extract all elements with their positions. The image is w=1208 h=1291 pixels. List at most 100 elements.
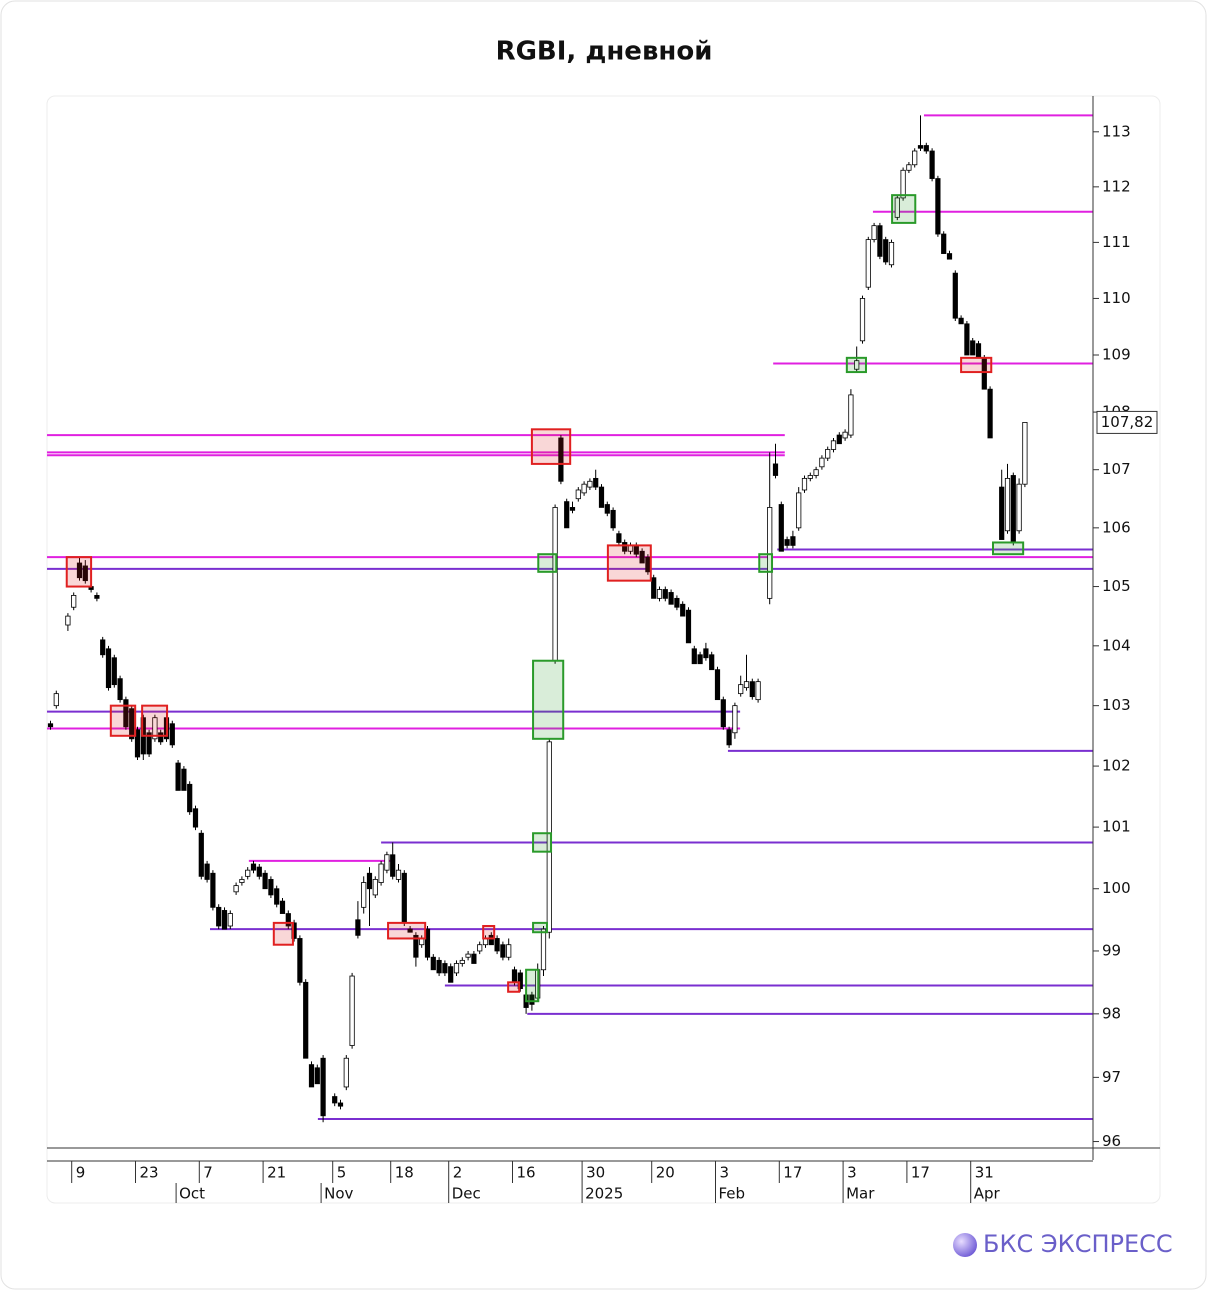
candle-body: [262, 872, 268, 890]
candle-body: [459, 959, 465, 964]
y-tick-label: 111: [1102, 233, 1131, 251]
candle-body: [407, 928, 413, 933]
x-tick-label: 18: [395, 1164, 414, 1182]
candle-body: [877, 225, 883, 257]
candle-body: [656, 589, 663, 599]
candle-body: [703, 648, 709, 659]
x-tick-label: 3: [720, 1164, 730, 1182]
candle-body: [82, 565, 88, 582]
candle-body: [181, 768, 187, 791]
candle-body: [76, 562, 83, 579]
candle-body: [987, 388, 993, 439]
candle-body: [697, 654, 703, 665]
candle-body: [378, 863, 384, 883]
candle-body: [668, 592, 674, 605]
candle-body: [772, 463, 779, 476]
candle-body: [848, 394, 854, 436]
candle-body: [622, 542, 628, 552]
candle-body: [906, 164, 912, 171]
zone: [960, 356, 993, 374]
y-tick-label: 110: [1102, 289, 1131, 307]
zone: [65, 556, 93, 588]
candle-body: [210, 872, 216, 908]
candle-body: [100, 639, 106, 656]
y-tick-label: 112: [1102, 177, 1131, 195]
x-tick-label: 17: [911, 1164, 930, 1182]
y-tick-label: 105: [1102, 577, 1131, 595]
chart-frame: [46, 95, 1161, 1204]
candle-body: [807, 475, 813, 479]
month-label: Mar: [846, 1185, 875, 1203]
y-tick-label: 109: [1102, 346, 1131, 364]
candle-body: [859, 298, 866, 342]
zone: [532, 921, 548, 934]
candle-body: [929, 150, 935, 179]
candle-body: [355, 919, 361, 936]
candle-body: [767, 507, 773, 599]
y-tick-label: 100: [1102, 879, 1131, 897]
candle-body: [801, 477, 808, 491]
zone: [482, 924, 496, 940]
candle-body: [778, 504, 784, 552]
candle-body: [297, 938, 303, 983]
candle-body: [946, 253, 953, 260]
candle-body: [221, 910, 228, 930]
candle-body: [477, 944, 483, 952]
candle-body: [268, 879, 274, 896]
candle-body: [836, 434, 842, 445]
candle-body: [569, 507, 576, 511]
candle-body: [134, 729, 141, 758]
month-label: Apr: [974, 1185, 1001, 1203]
y-tick-label: 104: [1102, 636, 1131, 654]
candle-body: [494, 938, 500, 952]
y-tick-label: 98: [1102, 1004, 1121, 1022]
zone: [109, 704, 137, 737]
zone: [845, 356, 867, 374]
x-tick-label: 5: [337, 1164, 347, 1182]
candle-body: [871, 225, 877, 241]
candle-body: [511, 969, 518, 983]
candle-body: [581, 483, 587, 494]
candle-body: [575, 489, 581, 500]
candle-body: [349, 975, 355, 1046]
candle-body: [372, 879, 378, 896]
candle-body: [146, 732, 152, 755]
candle-body: [888, 241, 895, 266]
candle-body: [239, 879, 245, 883]
candle-body: [529, 994, 535, 1005]
x-tick-label: 21: [267, 1164, 286, 1182]
candle-body: [424, 928, 431, 958]
candle-body: [726, 729, 732, 746]
candle-body: [825, 449, 831, 459]
candle-body: [453, 963, 460, 974]
month-label: Oct: [179, 1185, 205, 1203]
candle-body: [830, 440, 837, 450]
candle-body: [894, 197, 900, 218]
candle-body: [303, 981, 309, 1059]
candle-body: [111, 657, 117, 686]
zone: [272, 921, 294, 946]
candle-body: [204, 863, 210, 880]
x-tick-label: 17: [783, 1164, 802, 1182]
brand: БКС ЭКСПРЕСС: [983, 1230, 1173, 1258]
candle-body: [332, 1096, 338, 1104]
y-tick-label: 102: [1102, 757, 1131, 775]
zone: [758, 553, 774, 573]
candle-body: [65, 615, 71, 626]
candle-body: [587, 480, 593, 488]
candle-body: [245, 869, 251, 877]
candle-body: [813, 469, 819, 476]
candle-body: [216, 906, 222, 927]
zone: [532, 659, 565, 740]
candle-body: [691, 648, 697, 665]
y-tick-label: 113: [1102, 122, 1131, 140]
candle-body: [384, 854, 390, 871]
candle-body: [709, 654, 715, 671]
y-tick-label: 99: [1102, 941, 1121, 959]
candle-body: [564, 501, 570, 529]
candle-body: [552, 507, 558, 662]
candle-body: [390, 854, 396, 877]
candle-body: [285, 913, 291, 927]
candle-body: [970, 340, 976, 356]
